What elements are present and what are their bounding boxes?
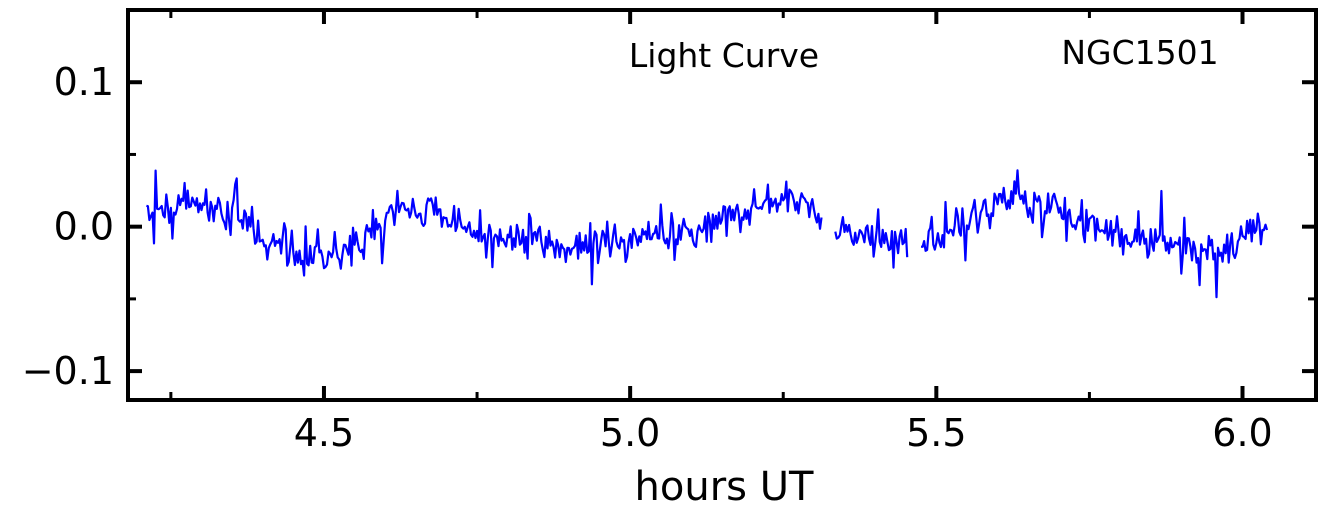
- x-axis-label: hours UT: [635, 464, 814, 509]
- x-tick-label: 5.5: [906, 411, 966, 455]
- x-tick-label: 5.0: [600, 411, 660, 455]
- annotation-light-curve: Light Curve: [629, 36, 819, 75]
- annotation-object-name: NGC1501: [1061, 33, 1218, 72]
- plot-area: [146, 169, 1269, 299]
- y-tick-label: −0.1: [22, 349, 114, 393]
- plot-frame: [126, 8, 1318, 402]
- y-tick-label: 0.1: [54, 60, 114, 104]
- axis-tick-labels: 4.5 5.0 5.5 6.0 −0.1 0.0 0.1: [22, 60, 1273, 455]
- light-curve-series-line: [146, 169, 1269, 299]
- x-tick-label: 6.0: [1212, 411, 1272, 455]
- x-tick-label: 4.5: [294, 411, 354, 455]
- y-tick-label: 0.0: [54, 205, 114, 249]
